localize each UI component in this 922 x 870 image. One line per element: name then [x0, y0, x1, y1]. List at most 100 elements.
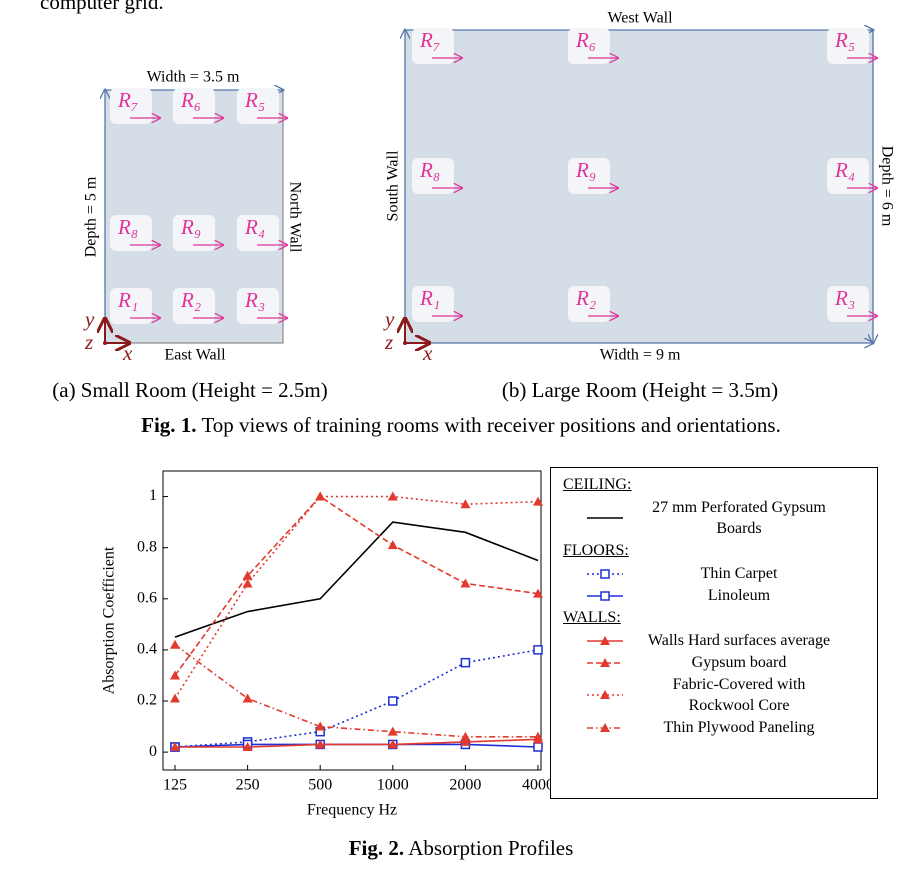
room [404, 29, 874, 344]
legend-marker [600, 568, 610, 579]
x-tick-label: 250 [236, 777, 260, 794]
legend-swatch [587, 590, 623, 601]
receiver-box [237, 215, 279, 251]
marker [315, 739, 326, 749]
receiver-box [412, 28, 454, 64]
marker [533, 742, 543, 752]
receiver-box [237, 288, 279, 324]
legend-heading: CEILING: [563, 476, 632, 493]
marker [533, 588, 543, 598]
y-axis-label: Absorption Coefficient [101, 546, 118, 694]
receiver-box [827, 158, 869, 194]
receiver-label: R₇ [117, 88, 138, 112]
y-tick-label: 0.4 [137, 641, 157, 658]
legend-heading: WALLS: [563, 609, 621, 626]
legend-label: Walls Hard surfaces average [647, 632, 831, 649]
legend-entry: Thin Plywood Paneling [559, 717, 869, 738]
receiver-label: R₅ [834, 28, 855, 52]
legend-entry: 27 mm Perforated Gypsum Boards [559, 497, 869, 539]
legend-marker [600, 722, 610, 732]
legend-marker [600, 590, 610, 601]
series-line [174, 495, 539, 699]
marker [387, 540, 398, 550]
axis-origin [103, 341, 107, 345]
receiver-box [237, 88, 279, 124]
receiver-label: R₆ [180, 88, 201, 112]
wall-label: East Wall [164, 347, 226, 364]
receiver-label: R₄ [244, 215, 265, 239]
receiver-label: R₆ [575, 28, 596, 52]
legend-entry: Gypsum board [559, 652, 869, 673]
marker [387, 491, 398, 501]
legend-label: Linoleum [707, 587, 771, 604]
axis-label: z [84, 330, 93, 354]
receiver-box [827, 28, 869, 64]
marker [170, 670, 180, 680]
receiver-label: R₉ [575, 158, 596, 182]
receiver-box [173, 215, 215, 251]
receiver-box [173, 88, 215, 124]
wall-label: Width = 3.5 m [147, 69, 240, 86]
legend-swatch [587, 517, 623, 519]
series-line [175, 738, 539, 748]
marker [533, 496, 543, 506]
room-caption: (a) Small Room (Height = 2.5m) [52, 378, 327, 402]
y-tick-label: 0 [149, 743, 157, 760]
marker [242, 578, 253, 588]
axis-label: x [122, 341, 133, 365]
series-line [174, 649, 539, 748]
wall-label: North Wall [286, 182, 303, 253]
y-tick-label: 0.6 [137, 589, 157, 606]
receiver-label: R₅ [244, 88, 265, 112]
fig1-caption: Fig. 1. Top views of training rooms with… [141, 413, 781, 437]
marker [242, 693, 253, 703]
legend-swatch [587, 568, 623, 579]
legend-swatch [587, 690, 623, 699]
marker [460, 736, 471, 746]
header-text: computer grid. [40, 0, 164, 14]
receiver-label: R₉ [180, 215, 201, 239]
y-tick-label: 0.2 [137, 692, 157, 709]
legend-swatch [587, 657, 623, 667]
legend-label: 27 mm Perforated Gypsum Boards [652, 499, 826, 537]
legend-label: Thin Plywood Paneling [663, 719, 815, 736]
receiver-label: R₄ [834, 158, 855, 182]
wall-label: South Wall [385, 150, 402, 221]
marker [533, 645, 543, 655]
marker [170, 693, 180, 703]
legend-marker [600, 635, 610, 645]
fig2-caption: Fig. 2. Absorption Profiles [349, 836, 574, 860]
marker [533, 731, 543, 741]
receiver-box [568, 286, 610, 322]
receiver-box [827, 286, 869, 322]
room-caption: (b) Large Room (Height = 3.5m) [502, 378, 778, 402]
marker [460, 499, 471, 509]
marker [460, 578, 471, 588]
y-tick-label: 0.8 [137, 538, 157, 555]
receiver-label: R₂ [180, 288, 201, 312]
receiver-box [412, 286, 454, 322]
marker [388, 696, 398, 706]
receiver-box [110, 215, 152, 251]
axis-label: y [83, 307, 95, 331]
x-tick-label: 500 [308, 777, 332, 794]
receiver-label: R₈ [419, 158, 440, 182]
receiver-box [568, 28, 610, 64]
wall-label: Depth = 6 m [878, 146, 895, 227]
receiver-box [568, 158, 610, 194]
marker [460, 657, 471, 668]
x-tick-label: 1000 [377, 777, 409, 794]
marker [387, 739, 398, 749]
marker [170, 639, 180, 649]
receiver-box [110, 288, 152, 324]
x-axis-label: Frequency Hz [307, 802, 397, 819]
marker [315, 491, 326, 501]
x-tick-label: 125 [163, 777, 187, 794]
marker [170, 742, 180, 751]
series-line [174, 495, 539, 676]
plot-frame [162, 470, 542, 771]
receiver-box [412, 158, 454, 194]
legend-entry: Linoleum [559, 585, 869, 606]
